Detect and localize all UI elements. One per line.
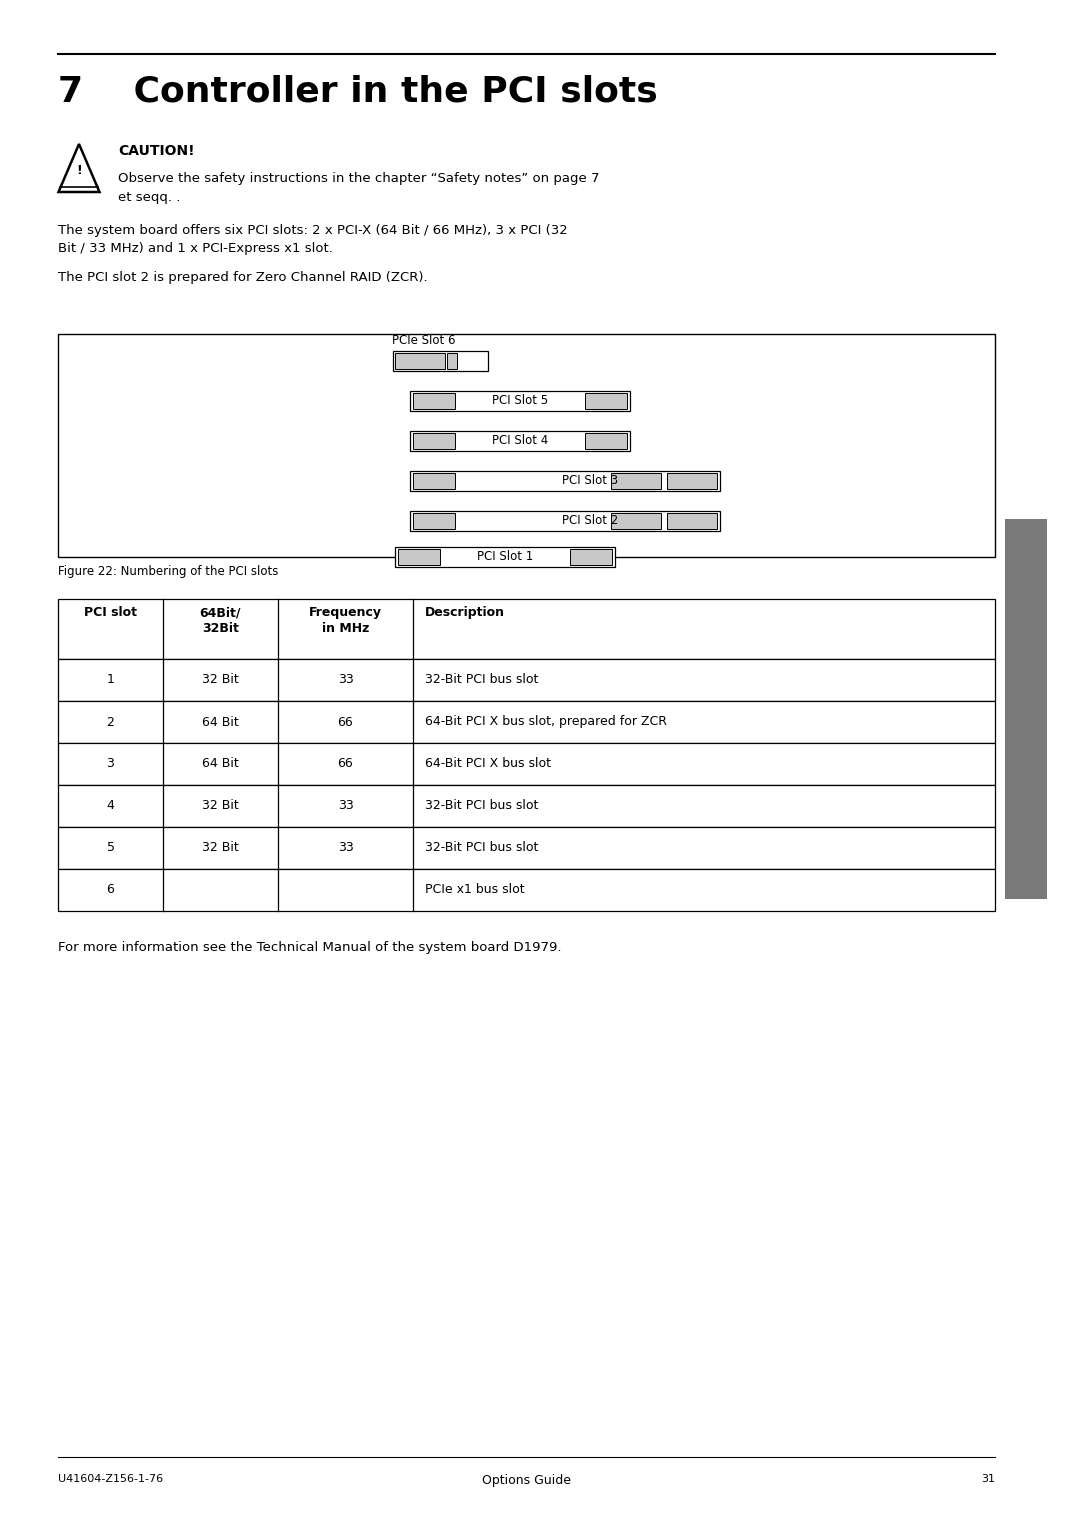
Bar xyxy=(410,391,630,411)
Text: For more information see the Technical Manual of the system board D1979.: For more information see the Technical M… xyxy=(58,940,562,954)
Text: 6: 6 xyxy=(107,884,114,896)
Text: PCI Slot 2: PCI Slot 2 xyxy=(562,514,618,528)
Text: 33: 33 xyxy=(338,800,353,812)
Text: PCI Slot 4: PCI Slot 4 xyxy=(491,434,549,448)
Text: 31: 31 xyxy=(981,1474,995,1485)
Text: PCI Slot 3: PCI Slot 3 xyxy=(562,474,618,488)
Text: 64 Bit: 64 Bit xyxy=(202,757,239,771)
Text: 32 Bit: 32 Bit xyxy=(202,841,239,855)
Bar xyxy=(1005,518,1047,899)
Bar xyxy=(58,784,995,827)
Text: 66: 66 xyxy=(338,757,353,771)
Bar xyxy=(570,549,612,566)
Text: 64Bit/
32Bit: 64Bit/ 32Bit xyxy=(200,605,241,635)
Text: Frequency
in MHz: Frequency in MHz xyxy=(309,605,382,635)
Text: Description: Description xyxy=(426,605,505,619)
Bar xyxy=(58,659,995,700)
Bar xyxy=(394,353,445,368)
Bar xyxy=(413,472,455,489)
Text: Options Guide: Options Guide xyxy=(482,1474,571,1488)
Bar xyxy=(611,514,661,529)
Bar xyxy=(58,700,995,743)
Text: 32-Bit PCI bus slot: 32-Bit PCI bus slot xyxy=(426,841,538,855)
Bar xyxy=(413,433,455,450)
Bar xyxy=(585,393,627,408)
Text: 66: 66 xyxy=(338,716,353,728)
Bar xyxy=(58,599,995,659)
Bar xyxy=(410,431,630,451)
Text: PCIe x1 bus slot: PCIe x1 bus slot xyxy=(426,884,525,896)
Bar xyxy=(667,514,717,529)
Text: 32 Bit: 32 Bit xyxy=(202,673,239,687)
Text: U41604-Z156-1-76: U41604-Z156-1-76 xyxy=(58,1474,163,1485)
Bar xyxy=(58,743,995,784)
Text: PCI slot: PCI slot xyxy=(84,605,137,619)
Bar xyxy=(58,868,995,911)
Text: 7    Controller in the PCI slots: 7 Controller in the PCI slots xyxy=(58,73,658,109)
Text: 32 Bit: 32 Bit xyxy=(202,800,239,812)
Text: PCIe Slot 6: PCIe Slot 6 xyxy=(392,333,456,347)
Text: 33: 33 xyxy=(338,673,353,687)
Text: 2: 2 xyxy=(107,716,114,728)
Bar xyxy=(58,827,995,868)
Text: CAUTION!: CAUTION! xyxy=(118,144,194,157)
Text: Figure 22: Numbering of the PCI slots: Figure 22: Numbering of the PCI slots xyxy=(58,566,279,578)
Bar xyxy=(399,549,440,566)
Text: 64-Bit PCI X bus slot: 64-Bit PCI X bus slot xyxy=(426,757,551,771)
Bar xyxy=(585,433,627,450)
Text: 64-Bit PCI X bus slot, prepared for ZCR: 64-Bit PCI X bus slot, prepared for ZCR xyxy=(426,716,667,728)
Bar xyxy=(413,393,455,408)
Text: 1: 1 xyxy=(107,673,114,687)
Text: The PCI slot 2 is prepared for Zero Channel RAID (ZCR).: The PCI slot 2 is prepared for Zero Chan… xyxy=(58,271,428,284)
Text: 32-Bit PCI bus slot: 32-Bit PCI bus slot xyxy=(426,800,538,812)
Text: 3: 3 xyxy=(107,757,114,771)
Text: The system board offers six PCI slots: 2 x PCI-X (64 Bit / 66 MHz), 3 x PCI (32
: The system board offers six PCI slots: 2… xyxy=(58,225,568,255)
Text: PCI Slot 5: PCI Slot 5 xyxy=(491,394,548,408)
Text: 32-Bit PCI bus slot: 32-Bit PCI bus slot xyxy=(426,673,538,687)
Bar xyxy=(611,472,661,489)
Text: !: ! xyxy=(76,164,82,177)
Text: 5: 5 xyxy=(107,841,114,855)
Bar xyxy=(410,471,720,491)
Bar xyxy=(410,511,720,531)
Bar xyxy=(58,333,995,557)
Bar xyxy=(395,547,615,567)
Text: 64 Bit: 64 Bit xyxy=(202,716,239,728)
Bar xyxy=(413,514,455,529)
Text: Observe the safety instructions in the chapter “Safety notes” on page 7
et seqq.: Observe the safety instructions in the c… xyxy=(118,171,599,203)
Bar xyxy=(667,472,717,489)
Text: PCI Slot 1: PCI Slot 1 xyxy=(477,550,534,564)
Bar xyxy=(392,352,487,372)
Text: 33: 33 xyxy=(338,841,353,855)
Text: 4: 4 xyxy=(107,800,114,812)
Bar xyxy=(447,353,457,368)
